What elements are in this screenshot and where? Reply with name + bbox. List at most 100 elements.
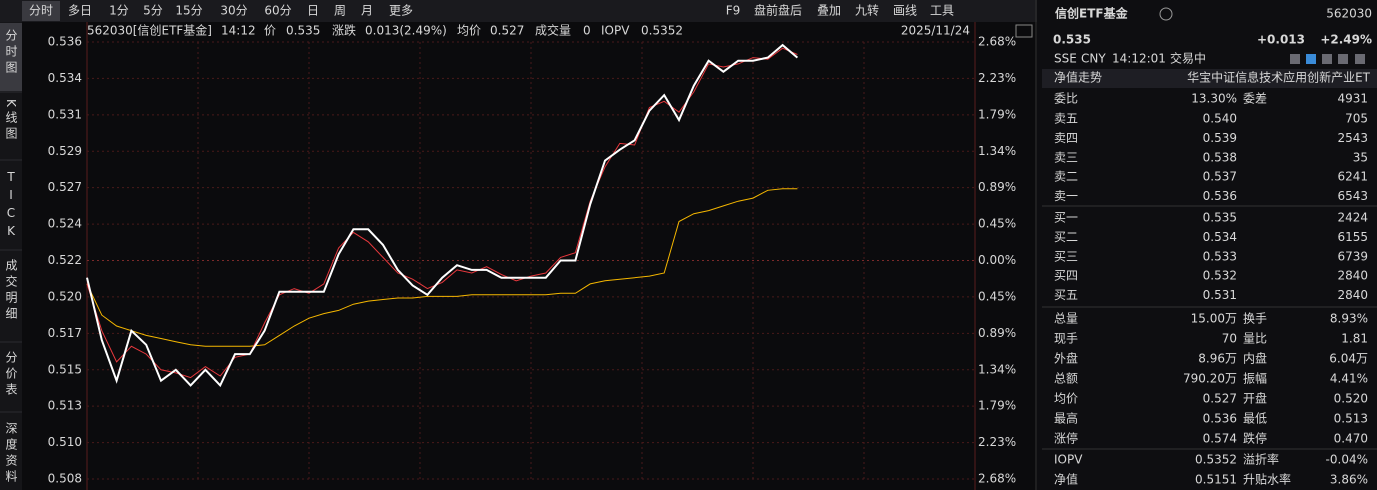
toolbar-tab[interactable]: 更多 [389,4,413,18]
icon [1338,54,1348,64]
book-label: 买四 [1054,269,1078,283]
book-volume: 6543 [1337,189,1368,203]
book-volume: 2840 [1337,269,1368,283]
book-price: 0.531 [1203,288,1237,302]
side-tab[interactable]: 分价表 [4,351,18,399]
y2-tick-label: 2.23% [978,71,1016,85]
book-label: 卖二 [1054,170,1078,184]
stat-value: 0.470 [1334,432,1368,446]
side-tab[interactable]: K线图 [4,99,18,143]
stat-label: IOPV [1054,453,1083,467]
toolbar-tool[interactable]: 画线 [893,4,917,18]
stat-label: 最高 [1054,411,1078,426]
toolbar-tab[interactable]: 15分 [175,4,202,18]
y2-tick-label: 1.79% [978,399,1016,413]
y-tick-label: 0.517 [48,326,82,340]
book-label: 卖五 [1054,112,1078,126]
side-tab[interactable]: 分时图 [4,29,18,77]
book-volume: 35 [1353,150,1368,164]
stat-value: 1.81 [1341,332,1368,346]
y2-tick-label: 0.45% [978,217,1016,231]
stat-value: 0.520 [1334,392,1368,406]
stat-value: 0.527 [1203,392,1237,406]
info-text: 0.5352 [641,24,683,38]
quote-price: 0.535 [1053,33,1091,47]
stat-value: 0.536 [1203,412,1237,426]
quote-change: +0.013 [1257,33,1305,47]
y-tick-label: 0.527 [48,180,82,194]
toolbar-tab[interactable]: 周 [334,4,346,18]
book-price: 0.537 [1203,170,1237,184]
stat-label: 涨停 [1054,431,1078,446]
stat-value: 15.00万 [1191,312,1237,326]
book-price: 0.532 [1203,269,1237,283]
y-tick-label: 0.531 [48,107,82,121]
stat-label: 内盘 [1243,351,1267,366]
info-date: 2025/11/24 [901,24,970,38]
toolbar-tab[interactable]: 5分 [143,4,163,18]
toolbar-tab[interactable]: 60分 [264,4,291,18]
y-tick-label: 0.515 [48,362,82,376]
y2-tick-label: 2.23% [978,435,1016,449]
toolbar-tab[interactable]: 多日 [68,4,92,18]
book-price: 0.534 [1203,230,1237,244]
stat-value: 6.04万 [1329,352,1368,366]
diff: 4931 [1337,92,1368,106]
side-tab[interactable]: TICK [4,170,18,242]
series-line [86,47,798,379]
book-label: 买二 [1054,230,1078,244]
toolbar-tool[interactable]: 叠加 [817,4,841,18]
series-line [86,188,798,347]
y2-tick-label: 1.79% [978,107,1016,121]
icon [1322,54,1332,64]
toolbar-tab[interactable]: 月 [361,4,373,18]
toolbar-tool[interactable]: 九转 [855,3,879,18]
book-label: 买一 [1054,211,1078,225]
nav-trend[interactable]: 净值走势 [1054,70,1102,85]
quote-change-pct: +2.49% [1320,33,1372,47]
y-tick-label: 0.508 [48,472,82,486]
side-tab[interactable]: 成交明细 [4,259,18,323]
toolbar-tool[interactable]: 工具 [930,4,954,18]
toolbar-tool[interactable]: F9 [726,4,741,18]
book-volume: 6241 [1337,170,1368,184]
toolbar-tab[interactable]: 日 [307,4,319,18]
toolbar-tab[interactable]: 30分 [220,4,247,18]
quote-sub: CNY [1081,52,1106,66]
book-price: 0.533 [1203,249,1237,263]
nav-row-bg [1042,69,1377,88]
side-tab[interactable]: 深度资料 [4,422,18,486]
info-text: 562030[信创ETF基金] [87,23,212,38]
toolbar-tab[interactable]: 分时 [29,4,53,18]
y2-tick-label: 1.34% [978,144,1016,158]
ratio: 13.30% [1191,92,1237,106]
book-price: 0.539 [1203,131,1237,145]
stat-label: 振幅 [1243,371,1267,386]
info-text: 0.013(2.49%) [365,24,447,38]
quote-sub: SSE [1054,52,1077,66]
info-text: 0.527 [490,24,524,38]
toolbar-tab[interactable]: 1分 [109,4,129,18]
stat-label: 溢折率 [1243,452,1279,467]
y-tick-label: 0.510 [48,435,82,449]
stat-label: 开盘 [1243,391,1267,406]
stat-label: 最低 [1243,412,1267,426]
stat-value: 790.20万 [1183,372,1237,386]
stat-value: 0.513 [1334,412,1368,426]
book-volume: 6155 [1337,230,1368,244]
y2-tick-label: 2.68% [978,472,1016,486]
book-label: 卖一 [1054,189,1078,203]
toolbar-tool[interactable]: 盘前盘后 [754,3,802,18]
small-icons [1290,54,1365,64]
icon [1355,54,1365,64]
stat-label: 总额 [1054,372,1078,386]
book-label: 卖三 [1054,150,1078,164]
stat-value: -0.04% [1326,453,1368,467]
book-label: 买三 [1054,249,1078,263]
quote-sub: 交易中 [1170,51,1206,66]
y2-tick-label: 1.34% [978,362,1016,376]
book-volume: 2840 [1337,288,1368,302]
book-price: 0.536 [1203,189,1237,203]
stat-value: 8.96万 [1198,352,1237,366]
ratio-label: 委比 [1054,92,1078,106]
